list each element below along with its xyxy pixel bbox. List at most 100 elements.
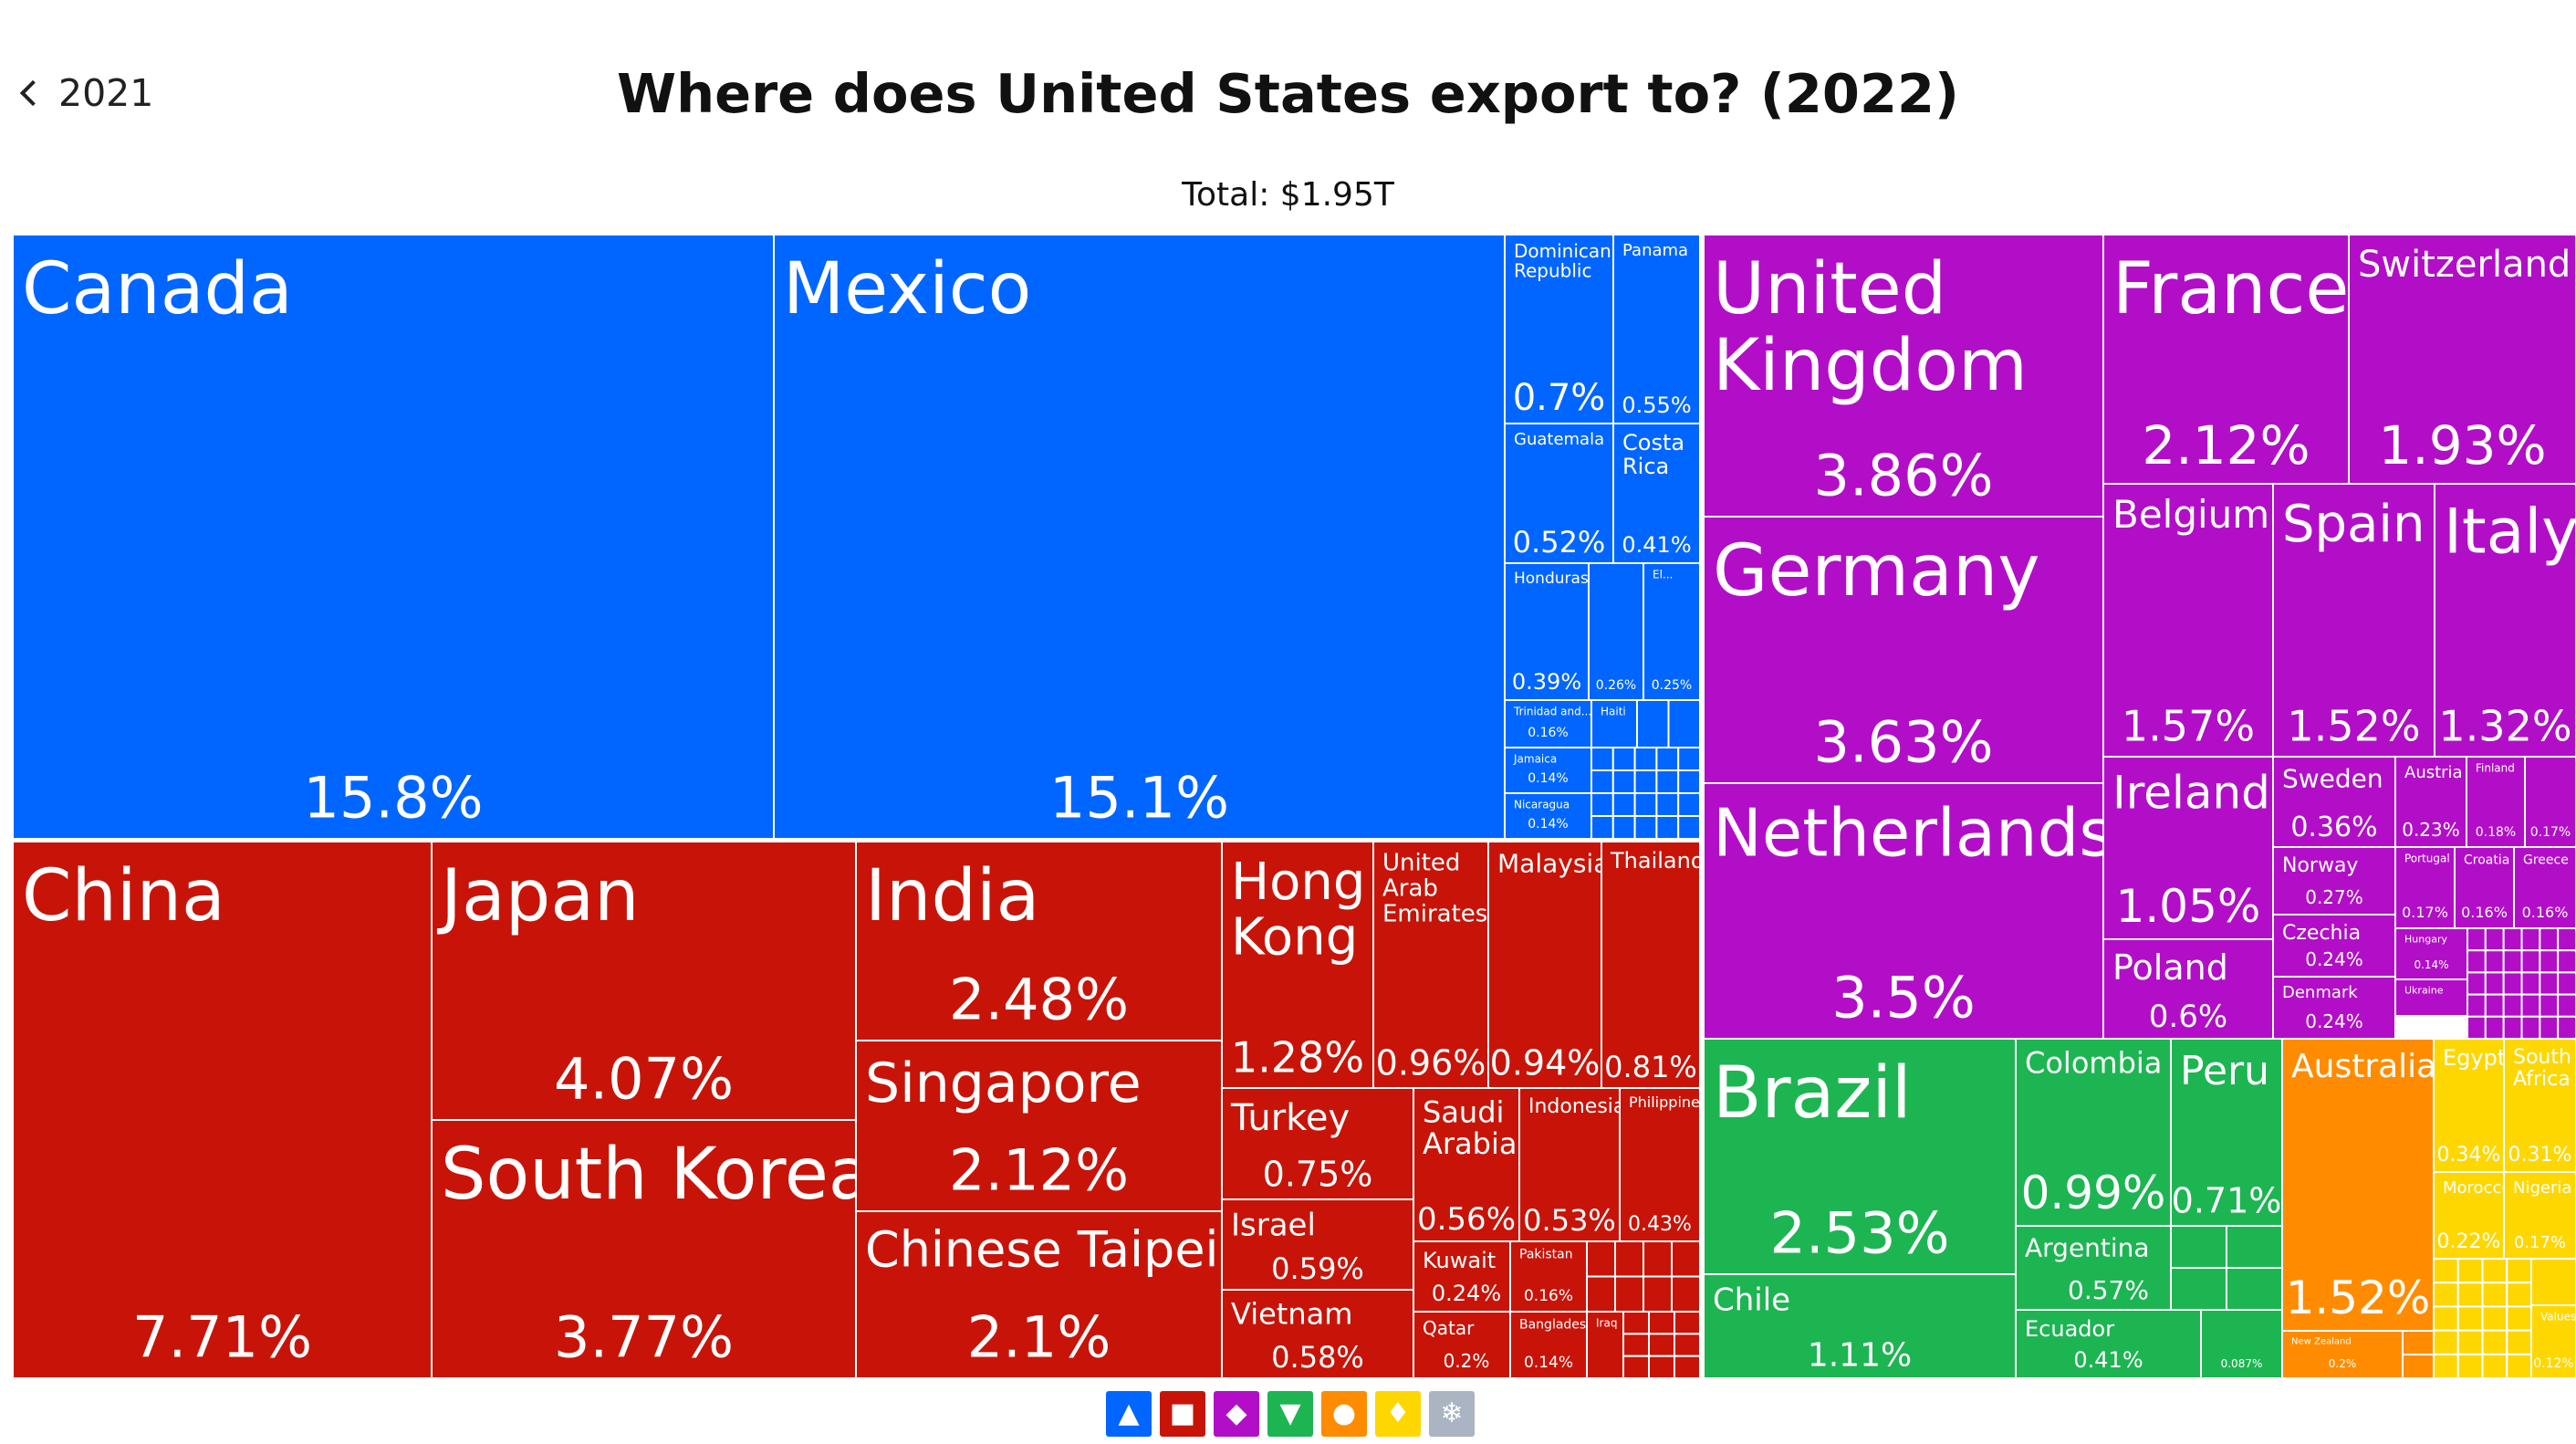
small-tile-north-america[interactable] bbox=[1677, 792, 1701, 817]
treemap-cell-chile-3-1[interactable] bbox=[1703, 1273, 2017, 1379]
treemap-cell-india-1-3[interactable] bbox=[855, 841, 1223, 1041]
small-tile-asia[interactable] bbox=[1674, 1355, 1701, 1379]
small-tile-north-america[interactable] bbox=[1636, 699, 1670, 748]
antarctica-icon[interactable]: ❄ bbox=[1429, 1391, 1475, 1437]
treemap-cell-colombia-3-2[interactable] bbox=[2015, 1038, 2172, 1227]
treemap-cell-china-1-0[interactable] bbox=[12, 841, 433, 1379]
small-tile-europe[interactable] bbox=[2502, 1015, 2523, 1041]
small-tile-africa[interactable] bbox=[2456, 1329, 2484, 1355]
small-tile-asia[interactable] bbox=[1622, 1355, 1650, 1379]
treemap-cell-hong-kong-1-6[interactable] bbox=[1221, 841, 1374, 1089]
small-tile-north-america[interactable] bbox=[1633, 815, 1658, 840]
small-tile-europe[interactable] bbox=[2484, 971, 2505, 996]
small-tile-asia[interactable] bbox=[1586, 1240, 1616, 1278]
small-tile-europe[interactable] bbox=[2502, 971, 2523, 996]
small-tile-europe[interactable] bbox=[2557, 1015, 2576, 1041]
small-tile-europe[interactable] bbox=[2557, 993, 2576, 1018]
small-tile-europe[interactable] bbox=[2466, 1015, 2487, 1041]
small-tile-europe[interactable] bbox=[2502, 927, 2523, 952]
small-tile-europe[interactable] bbox=[2539, 927, 2560, 952]
treemap-cell-ecuador-3-5[interactable] bbox=[2015, 1309, 2202, 1379]
north-america-icon[interactable]: ▲ bbox=[1106, 1391, 1152, 1437]
treemap-cell-dominican-republic-0-2[interactable] bbox=[1504, 234, 1614, 424]
small-tile-north-america[interactable] bbox=[1677, 815, 1701, 840]
small-tile-africa[interactable] bbox=[2456, 1282, 2484, 1308]
treemap-cell-united-arab-emirates-1-7[interactable] bbox=[1372, 841, 1489, 1089]
treemap-cell-costa-rica-0-5[interactable] bbox=[1612, 423, 1701, 564]
small-tile-africa[interactable] bbox=[2506, 1305, 2532, 1332]
treemap-cell-norway-2-11[interactable] bbox=[2272, 846, 2396, 916]
small-tile-africa[interactable] bbox=[2481, 1258, 2508, 1284]
small-tile-africa[interactable] bbox=[2481, 1329, 2508, 1355]
treemap-cell-turkey-1-10[interactable] bbox=[1221, 1087, 1414, 1200]
treemap-cell-unlabeled-3-6[interactable] bbox=[2200, 1309, 2283, 1379]
treemap-cell-japan-1-1[interactable] bbox=[431, 841, 857, 1121]
treemap-cell-chinese-taipei-1-5[interactable] bbox=[855, 1210, 1223, 1379]
treemap-cell-italy-2-7[interactable] bbox=[2434, 483, 2576, 758]
small-tile-north-america[interactable] bbox=[1611, 815, 1636, 840]
small-tile-asia[interactable] bbox=[1622, 1333, 1650, 1357]
small-tile-europe[interactable] bbox=[2466, 949, 2487, 974]
small-tile-europe[interactable] bbox=[2484, 927, 2505, 952]
treemap-cell-france-2-3[interactable] bbox=[2102, 234, 2350, 485]
treemap-cell-thailand-1-9[interactable] bbox=[1601, 841, 1701, 1089]
small-tile-south-america[interactable] bbox=[2226, 1225, 2283, 1269]
treemap-cell-trinidad-and-0-9[interactable] bbox=[1504, 699, 1592, 748]
treemap-cell-peru-3-3[interactable] bbox=[2170, 1038, 2283, 1227]
small-tile-north-america[interactable] bbox=[1633, 792, 1658, 817]
small-tile-europe[interactable] bbox=[2557, 949, 2576, 974]
small-tile-europe[interactable] bbox=[2520, 927, 2541, 952]
small-tile-oceania[interactable] bbox=[2402, 1330, 2435, 1355]
small-tile-asia[interactable] bbox=[1648, 1311, 1675, 1335]
small-tile-europe[interactable] bbox=[2466, 971, 2487, 996]
small-tile-europe[interactable] bbox=[2484, 993, 2505, 1018]
treemap-cell-morocco-5-2[interactable] bbox=[2433, 1171, 2505, 1260]
small-tile-north-america[interactable] bbox=[1655, 769, 1680, 794]
small-tile-asia[interactable] bbox=[1674, 1333, 1701, 1357]
treemap-cell-nicaragua-0-12[interactable] bbox=[1504, 792, 1592, 840]
small-tile-north-america[interactable] bbox=[1590, 792, 1614, 817]
treemap-cell-switzerland-2-4[interactable] bbox=[2348, 234, 2576, 485]
small-tile-europe[interactable] bbox=[2539, 971, 2560, 996]
small-tile-europe[interactable] bbox=[2520, 949, 2541, 974]
treemap-cell-brazil-3-0[interactable] bbox=[1703, 1038, 2017, 1275]
small-tile-asia[interactable] bbox=[1643, 1240, 1673, 1278]
small-tile-north-america[interactable] bbox=[1633, 747, 1658, 771]
treemap-cell-netherlands-2-2[interactable] bbox=[1703, 782, 2104, 1040]
small-tile-europe[interactable] bbox=[2484, 949, 2505, 974]
small-tile-europe[interactable] bbox=[2484, 1015, 2505, 1041]
small-tile-europe[interactable] bbox=[2557, 927, 2576, 952]
small-tile-asia[interactable] bbox=[1614, 1240, 1644, 1278]
small-tile-asia[interactable] bbox=[1622, 1311, 1650, 1335]
treemap-cell-austria-2-14[interactable] bbox=[2394, 756, 2467, 848]
small-tile-europe[interactable] bbox=[2502, 993, 2523, 1018]
treemap-cell-philippines-1-15[interactable] bbox=[1619, 1087, 1701, 1242]
small-tile-europe[interactable] bbox=[2539, 949, 2560, 974]
treemap-cell-portugal-2-17[interactable] bbox=[2394, 846, 2456, 929]
treemap-cell-sweden-2-10[interactable] bbox=[2272, 756, 2396, 848]
small-tile-europe[interactable] bbox=[2539, 993, 2560, 1018]
treemap-cell-bangladesh-1-19[interactable] bbox=[1509, 1311, 1588, 1379]
treemap-cell-germany-2-1[interactable] bbox=[1703, 516, 2104, 784]
small-tile-europe[interactable] bbox=[2520, 1015, 2541, 1041]
small-tile-africa[interactable] bbox=[2433, 1329, 2459, 1355]
treemap-cell-australia-4-0[interactable] bbox=[2281, 1038, 2435, 1332]
oceania-icon[interactable]: ● bbox=[1321, 1391, 1367, 1437]
small-tile-asia[interactable] bbox=[1586, 1275, 1616, 1313]
small-tile-north-america[interactable] bbox=[1633, 769, 1658, 794]
small-tile-north-america[interactable] bbox=[1590, 769, 1614, 794]
small-tile-asia[interactable] bbox=[1671, 1240, 1701, 1278]
small-tile-asia[interactable] bbox=[1648, 1355, 1675, 1379]
small-tile-africa[interactable] bbox=[2456, 1258, 2484, 1284]
treemap-cell-iraq-1-20[interactable] bbox=[1586, 1311, 1624, 1379]
small-tile-africa[interactable] bbox=[2481, 1353, 2508, 1380]
small-tile-asia[interactable] bbox=[1671, 1275, 1701, 1313]
small-tile-north-america[interactable] bbox=[1611, 747, 1636, 771]
small-tile-north-america[interactable] bbox=[1655, 815, 1680, 840]
asia-icon[interactable]: ■ bbox=[1160, 1391, 1205, 1437]
small-tile-europe[interactable] bbox=[2466, 993, 2487, 1018]
small-tile-africa[interactable] bbox=[2433, 1353, 2459, 1380]
small-tile-north-america[interactable] bbox=[1655, 747, 1680, 771]
small-tile-africa[interactable] bbox=[2433, 1258, 2459, 1284]
small-tile-south-america[interactable] bbox=[2170, 1267, 2227, 1311]
